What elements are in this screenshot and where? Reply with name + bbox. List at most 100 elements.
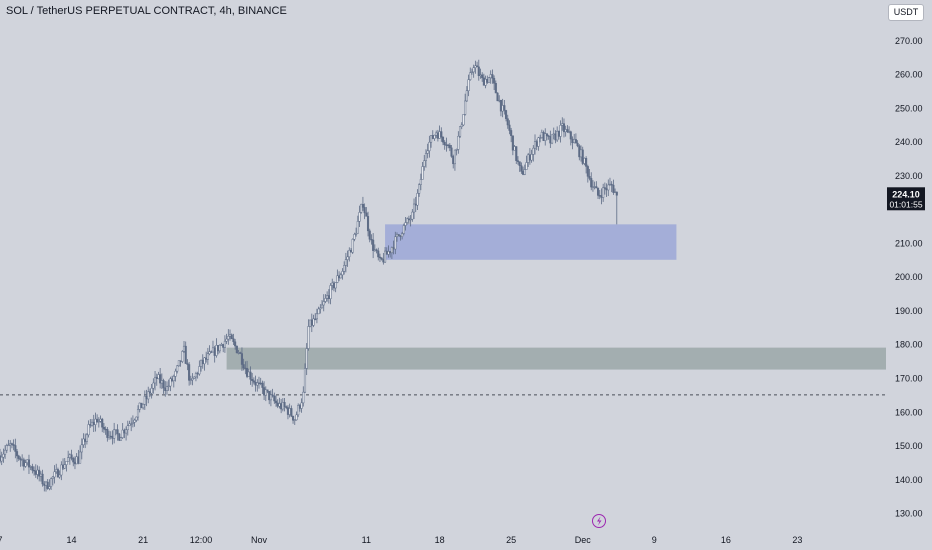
- candle: [547, 134, 550, 140]
- candle: [615, 191, 618, 225]
- candle: [280, 398, 283, 414]
- candle-body: [298, 405, 301, 409]
- candle-body: [17, 455, 20, 459]
- candle-body: [557, 130, 560, 137]
- candle: [377, 247, 380, 261]
- candle-body: [602, 187, 605, 198]
- candle-body: [261, 382, 264, 388]
- time-axis[interactable]: 7 14 21 12:00 Nov 11 18 25 Dec 9 16 23: [0, 535, 802, 545]
- candle-body: [201, 359, 204, 365]
- candle: [65, 461, 68, 472]
- candle: [549, 130, 552, 148]
- candle: [574, 133, 577, 144]
- candle-body: [496, 92, 499, 102]
- candle-body: [595, 186, 598, 189]
- candle-body: [160, 380, 163, 384]
- candle-body: [51, 476, 54, 479]
- candle-body: [235, 345, 238, 354]
- price-tick-label: 200.00: [895, 272, 923, 282]
- candle-body: [19, 458, 22, 461]
- candle-body: [56, 469, 59, 478]
- candle: [360, 203, 363, 214]
- candle: [445, 137, 448, 152]
- candle-body: [385, 250, 388, 255]
- candle-body: [114, 429, 117, 431]
- candle-body: [194, 373, 197, 378]
- candle: [418, 183, 421, 197]
- candle-body: [179, 360, 182, 362]
- candle: [482, 73, 485, 86]
- candle-body: [331, 282, 334, 286]
- candle-body: [353, 234, 356, 240]
- candle-body: [332, 282, 336, 289]
- candle-body: [426, 150, 429, 154]
- candle-body: [145, 395, 148, 400]
- currency-button[interactable]: USDT: [888, 4, 924, 21]
- candle: [305, 343, 308, 376]
- candle-body: [200, 359, 203, 367]
- candle: [562, 118, 566, 138]
- candle: [339, 272, 342, 279]
- candle-body: [111, 435, 114, 439]
- candle: [411, 209, 414, 222]
- candle: [67, 450, 70, 462]
- candle: [256, 379, 259, 392]
- candle: [7, 439, 10, 447]
- candle: [131, 415, 134, 428]
- candle: [162, 378, 165, 394]
- candle: [603, 182, 606, 195]
- candle-body: [96, 418, 99, 423]
- candle-body: [597, 187, 600, 196]
- candle: [128, 420, 131, 427]
- price-axis[interactable]: 270.00 260.00 250.00 240.00 230.00 210.00 200.…: [895, 36, 923, 519]
- candle-body: [58, 474, 61, 478]
- candle-body: [593, 186, 596, 188]
- candle-body: [338, 275, 341, 279]
- candle: [518, 161, 521, 172]
- candle-body: [423, 160, 426, 167]
- support-zone[interactable]: [226, 347, 886, 370]
- candle-body: [503, 105, 506, 111]
- candle-body: [564, 129, 567, 133]
- time-tick-label: 16: [721, 535, 731, 545]
- candle-body: [225, 338, 228, 342]
- candle-body: [130, 423, 133, 425]
- candle: [472, 64, 475, 78]
- candle-body: [578, 145, 581, 158]
- candle: [44, 481, 48, 492]
- candle: [382, 252, 385, 265]
- candle: [228, 329, 232, 341]
- candle-body: [116, 429, 119, 435]
- candle-body: [53, 471, 56, 478]
- candle: [21, 454, 24, 467]
- candle: [181, 350, 184, 364]
- candle: [474, 60, 477, 74]
- demand-zone[interactable]: [385, 224, 677, 260]
- candle-body: [312, 318, 315, 326]
- candle: [532, 145, 535, 162]
- candle: [409, 215, 412, 227]
- time-tick-label: 18: [435, 535, 445, 545]
- candle: [372, 233, 375, 259]
- candle: [344, 252, 347, 273]
- candle-body: [227, 336, 230, 340]
- candle: [251, 372, 254, 387]
- candle-body: [293, 419, 296, 421]
- candle-body: [41, 473, 44, 485]
- candle-body: [133, 419, 136, 423]
- candle-body: [274, 400, 278, 404]
- candle-body: [407, 218, 410, 221]
- candle: [206, 347, 209, 365]
- candle-body: [540, 132, 543, 138]
- candle: [218, 344, 221, 354]
- candle-body: [15, 451, 19, 457]
- candle: [329, 283, 332, 305]
- candle-body: [382, 258, 385, 263]
- candle: [493, 75, 496, 90]
- candle-body: [21, 459, 24, 461]
- candle: [213, 345, 216, 363]
- candle: [349, 248, 353, 253]
- lightning-icon[interactable]: [592, 514, 606, 528]
- candle-body: [107, 435, 111, 438]
